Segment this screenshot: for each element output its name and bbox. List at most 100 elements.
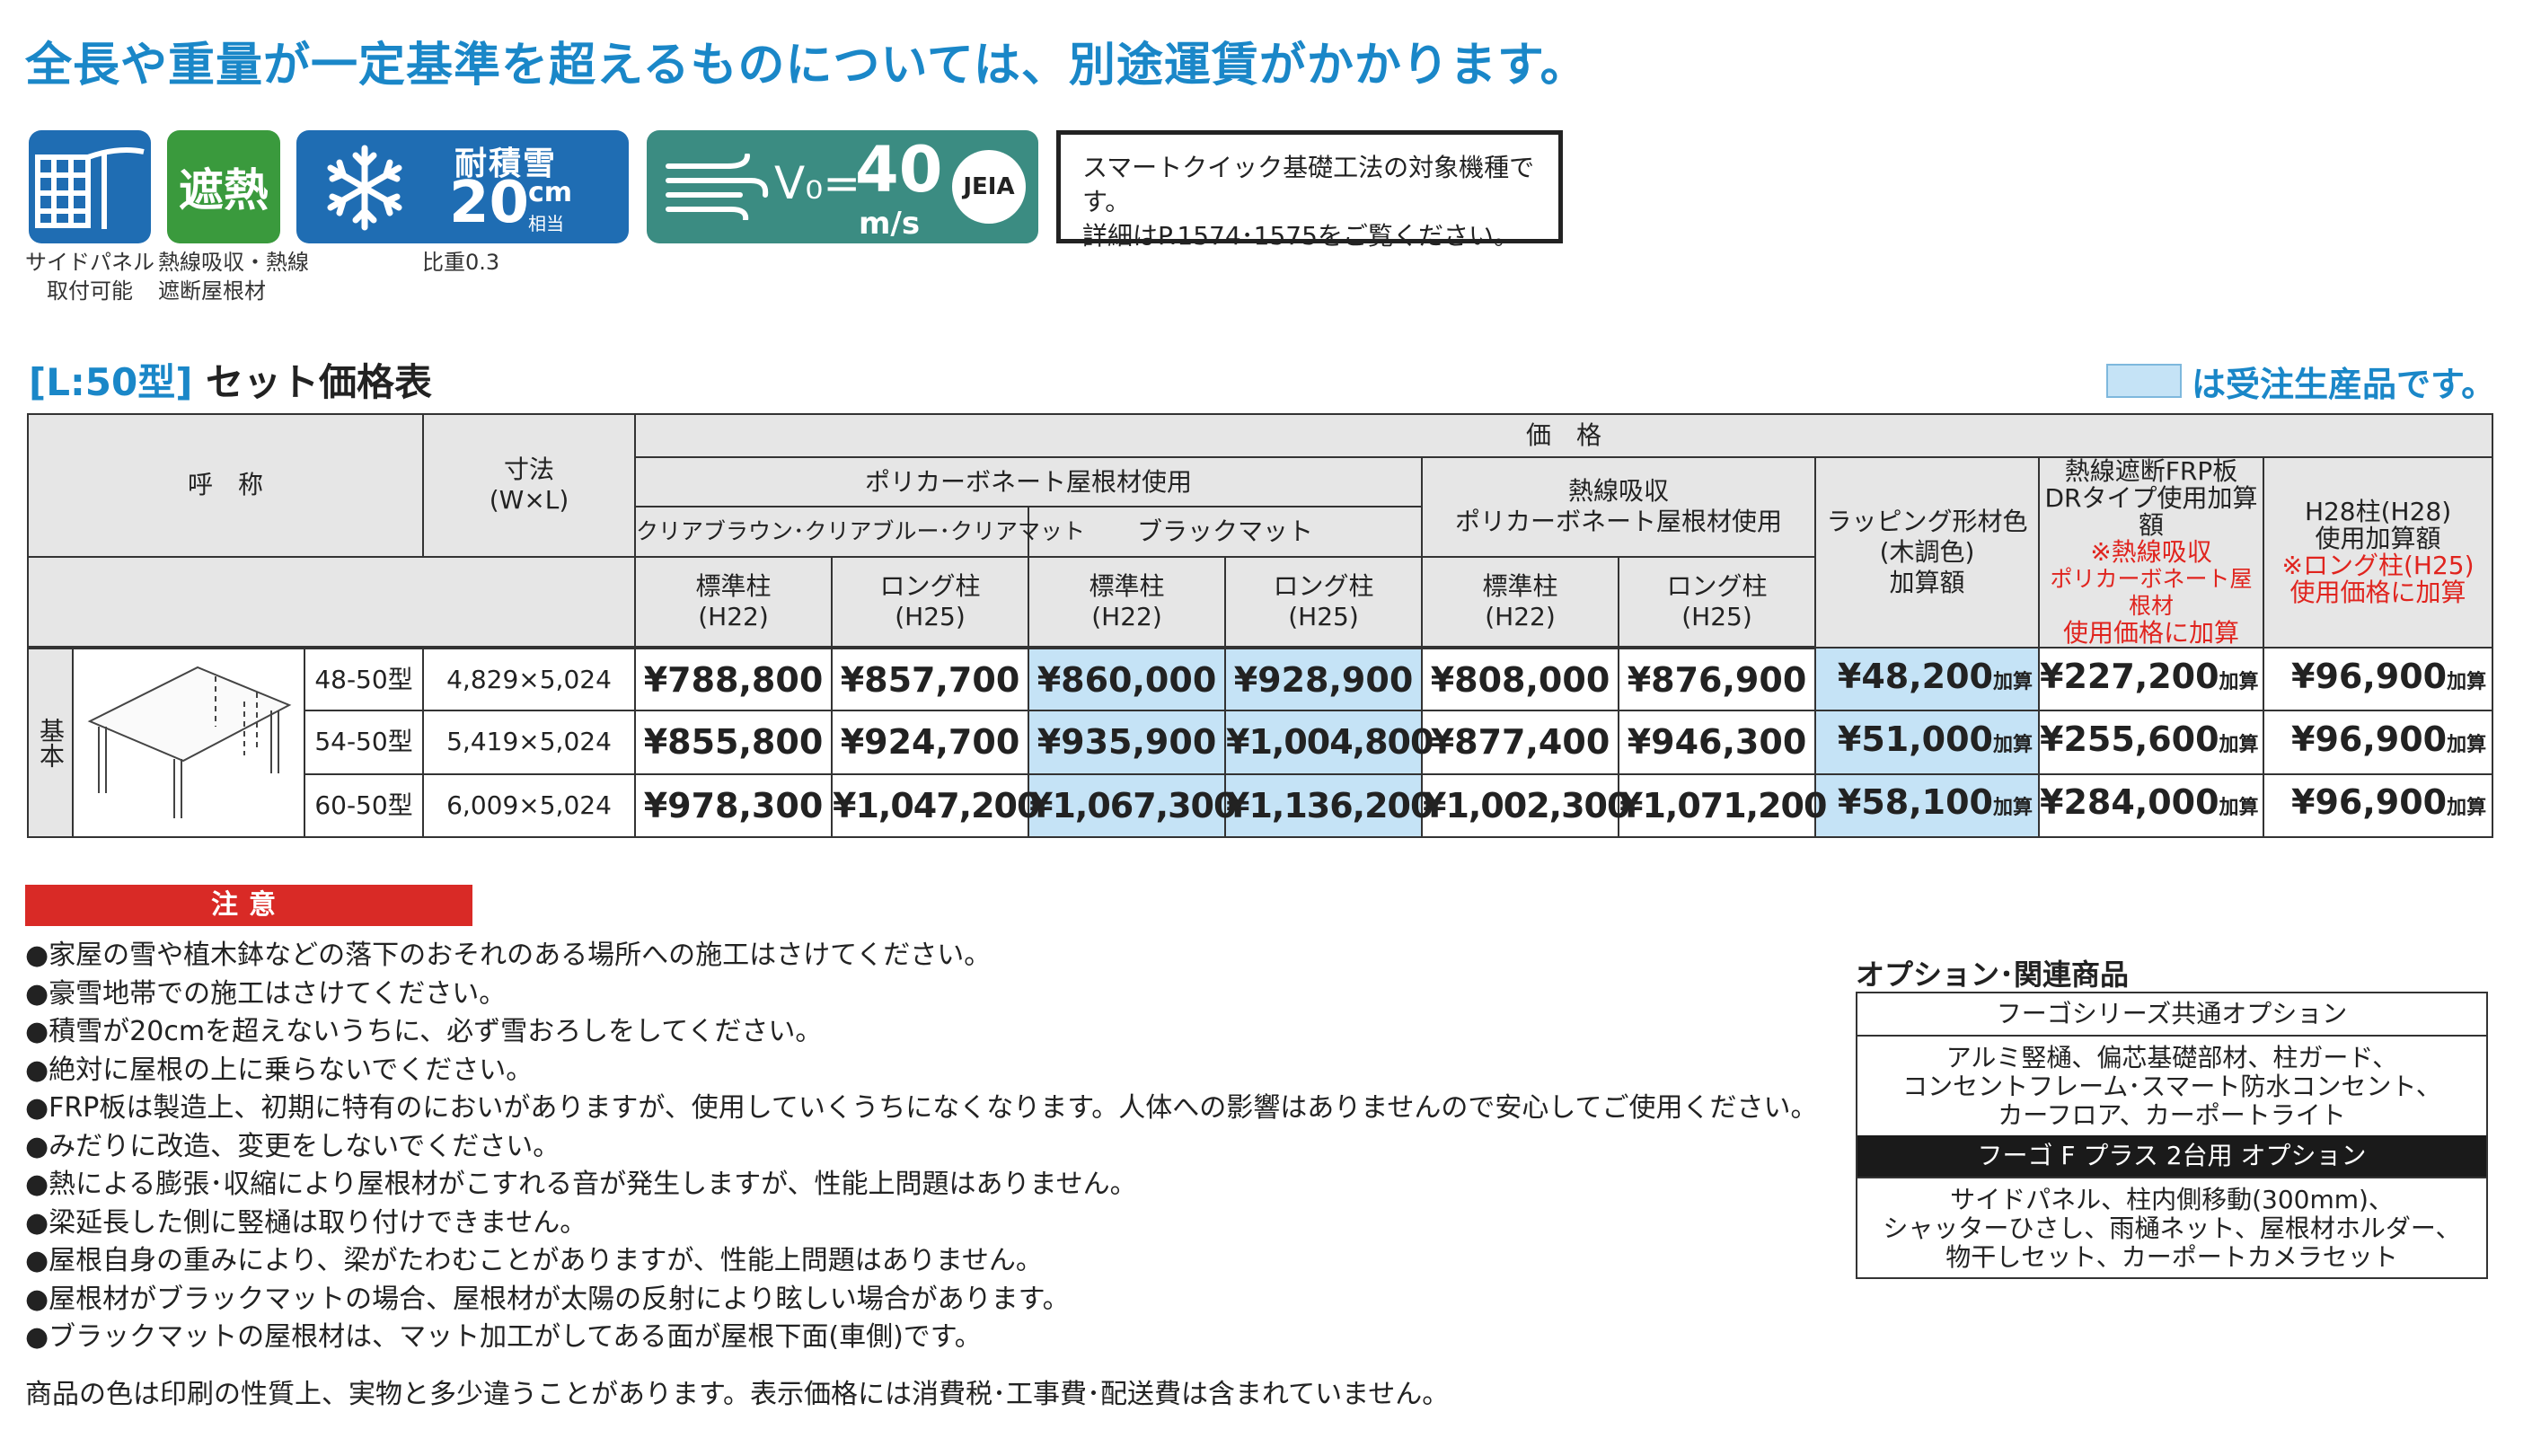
caution-item: ●家屋の雪や植木鉢などの落下のおそれのある場所への施工はさけてください。 [25, 940, 992, 971]
snow-load-unit: cm [528, 177, 573, 208]
set-price-table: 呼 称 寸法 (W×L) 価 格 ポリカーボネート屋根材使用 熱線吸収 ポリカー… [27, 413, 2494, 839]
caution-item: ●FRP板は製造上、初期に特有のにおいがありますが、使用していくうちになくなりま… [25, 1092, 1818, 1124]
price-footnote: 商品の色は印刷の性質上、実物と多少違うことがあります。表示価格には消費税･工事費… [25, 1379, 1450, 1410]
table-row: 基本 48-50型 4,829×5,024 ¥788,800 [27, 646, 2494, 838]
price-clear-long: ¥924,700 [831, 710, 1029, 775]
price-clear-std: ¥978,300 [634, 772, 833, 839]
header-frp-line1: 熱線遮断FRP板 [2064, 456, 2238, 486]
carport-illustration [72, 647, 305, 838]
header-polycarbonate: ポリカーボネート屋根材使用 [634, 455, 1423, 508]
price-h28: ¥96,900加算 [2262, 710, 2494, 775]
add-suffix: 加算 [2447, 670, 2487, 693]
wind-speed-badge: V₀= 40 m/s JEIA [647, 130, 1038, 243]
size-54-50: 5,419×5,024 [422, 710, 636, 775]
header-wrap-line2: (木調色) [1879, 537, 1975, 567]
section-model-bracket: [L:50型] [29, 360, 193, 404]
fplus-options-heading: フーゴ F プラス 2台用 オプション [1857, 1135, 2486, 1178]
fplus-option-line: シャッターひさし、雨樋ネット、屋根材ホルダー、 [1883, 1213, 2461, 1243]
header-wrapping: ラッピング形材色 (木調色) 加算額 [1814, 456, 2040, 649]
std-height: (H22) [698, 601, 769, 631]
caution-item: ●ブラックマットの屋根材は、マット加工がしてある面が屋根下面(車側)です。 [25, 1321, 982, 1353]
long-label: ロング柱 [879, 570, 981, 601]
header-frp-line2: DRタイプ使用加算額 [2044, 483, 2258, 540]
common-option-line: アルミ竪樋、偏芯基礎部材、柱ガード、 [1945, 1043, 2398, 1072]
caution-item: ●みだりに改造、変更をしないでください。 [25, 1130, 560, 1162]
side-panel-badge [29, 130, 151, 243]
table-row: 60-50型 6,009×5,024 ¥978,300 ¥1,047,200 ¥… [28, 772, 2494, 839]
snow-load-unit-sub: 相当 [528, 213, 564, 234]
std-label: 標準柱 [1089, 570, 1165, 601]
price-black-long: ¥1,136,200 [1224, 772, 1434, 839]
header-size: 寸法 (W×L) [422, 413, 636, 558]
header-wrap-line3: 加算額 [1889, 568, 1965, 597]
section-title-text: セット価格表 [206, 360, 433, 404]
header-heat-absorbing: 熱線吸収 ポリカーボネート屋根材使用 [1421, 456, 1816, 558]
header-black-long: ロング柱 (H25) [1224, 555, 1423, 650]
price-value: ¥48,200 [1837, 656, 1993, 696]
long-height: (H25) [1681, 601, 1752, 631]
price-frp: ¥255,600加算 [2038, 710, 2264, 775]
header-heat-line1: 熱線吸収 [1567, 476, 1669, 507]
table-row: 54-50型 5,419×5,024 ¥855,800 ¥924,700 ¥93… [28, 710, 2494, 775]
shipping-notice-headline: 全長や重量が一定基準を超えるものについては、別途運賃がかかります。 [25, 39, 1588, 93]
model-60-50: 60-50型 [304, 772, 424, 839]
std-label: 標準柱 [1482, 570, 1558, 601]
header-size-line2: (W×L) [489, 485, 569, 516]
made-to-order-legend-text: は受注生産品です。 [2192, 365, 2496, 404]
add-suffix: 加算 [2219, 670, 2259, 693]
std-label: 標準柱 [695, 570, 772, 601]
price-clear-std: ¥855,800 [634, 710, 833, 775]
header-h28-line3: ※ロング柱(H25) [2281, 551, 2475, 580]
wind-speed-value: 40 [855, 133, 943, 207]
fplus-option-line: サイドパネル、柱内側移動(300mm)、 [1950, 1185, 2394, 1214]
add-suffix: 加算 [2447, 733, 2487, 756]
options-title: オプション･関連商品 [1856, 957, 2130, 992]
header-h28: H28柱(H28) 使用加算額 ※ロング柱(H25) 使用価格に加算 [2262, 456, 2494, 649]
header-name: 呼 称 [27, 413, 424, 558]
std-height: (H22) [1091, 601, 1162, 631]
caution-item: ●積雪が20cmを超えないうちに、必ず雪おろしをしてください。 [25, 1016, 823, 1047]
common-option-line: コンセントフレーム･スマート防水コンセント、 [1902, 1072, 2441, 1101]
wind-symbol: V₀= [774, 157, 861, 209]
jeia-mark: JEIA [952, 150, 1026, 224]
header-h28-line1: H28柱(H28) [2304, 497, 2452, 526]
price-wrapping: ¥58,100加算 [1814, 772, 2040, 839]
side-panel-caption-line2: 取付可能 [47, 278, 133, 304]
price-black-std: ¥935,900 [1028, 710, 1226, 775]
snow-load-label: 耐積雪 [454, 146, 558, 182]
smart-quick-foundation-note: スマートクイック基礎工法の対象機種です。 詳細はP.1574･1575をご覧くだ… [1056, 130, 1563, 251]
header-heat-line2: ポリカーボネート屋根材使用 [1454, 507, 1782, 537]
side-panel-icon [35, 147, 145, 229]
common-options-heading: フーゴシリーズ共通オプション [1857, 993, 2486, 1037]
std-height: (H22) [1485, 601, 1556, 631]
snow-load-value: 20 [449, 170, 530, 236]
caution-heading: 注意 [25, 885, 472, 926]
caution-item: ●豪雪地帯での施工はさけてください。 [25, 977, 507, 1010]
add-suffix: 加算 [1992, 733, 2033, 756]
price-frp: ¥227,200加算 [2038, 646, 2264, 712]
basic-label: 基本 [27, 647, 74, 838]
price-frp: ¥284,000加算 [2038, 772, 2264, 839]
size-48-50: 4,829×5,024 [422, 646, 636, 712]
price-heat-std: ¥808,000 [1421, 646, 1619, 712]
price-clear-std: ¥788,800 [634, 646, 833, 712]
add-suffix: 加算 [1992, 670, 2033, 693]
fplus-option-line: 物干しセット、カーポートカメラセット [1945, 1242, 2398, 1272]
add-suffix: 加算 [2447, 797, 2487, 820]
header-h28-line2: 使用加算額 [2315, 524, 2441, 553]
header-price: 価 格 [633, 413, 2494, 458]
add-suffix: 加算 [2219, 733, 2259, 756]
heat-shield-caption-line1: 熱線吸収・熱線 [158, 250, 309, 275]
header-frp-line5: 使用価格に加算 [2062, 618, 2239, 648]
header-wrap-line1: ラッピング形材色 [1826, 507, 2028, 536]
price-h28: ¥96,900加算 [2262, 772, 2494, 839]
header-heat-std: 標準柱 (H22) [1421, 555, 1619, 650]
price-black-std: ¥1,067,300 [1028, 772, 1237, 839]
price-heat-long: ¥1,071,200 [1618, 772, 1827, 839]
price-h28: ¥96,900加算 [2262, 646, 2494, 712]
section-title: [L:50型] セット価格表 [29, 352, 432, 407]
header-frp: 熱線遮断FRP板 DRタイプ使用加算額 ※熱線吸収 ポリカーボネート屋根材 使用… [2038, 456, 2264, 649]
price-wrapping: ¥48,200加算 [1814, 646, 2040, 712]
price-clear-long: ¥1,047,200 [831, 772, 1040, 839]
heat-shield-caption-line2: 遮断屋根材 [158, 278, 266, 304]
